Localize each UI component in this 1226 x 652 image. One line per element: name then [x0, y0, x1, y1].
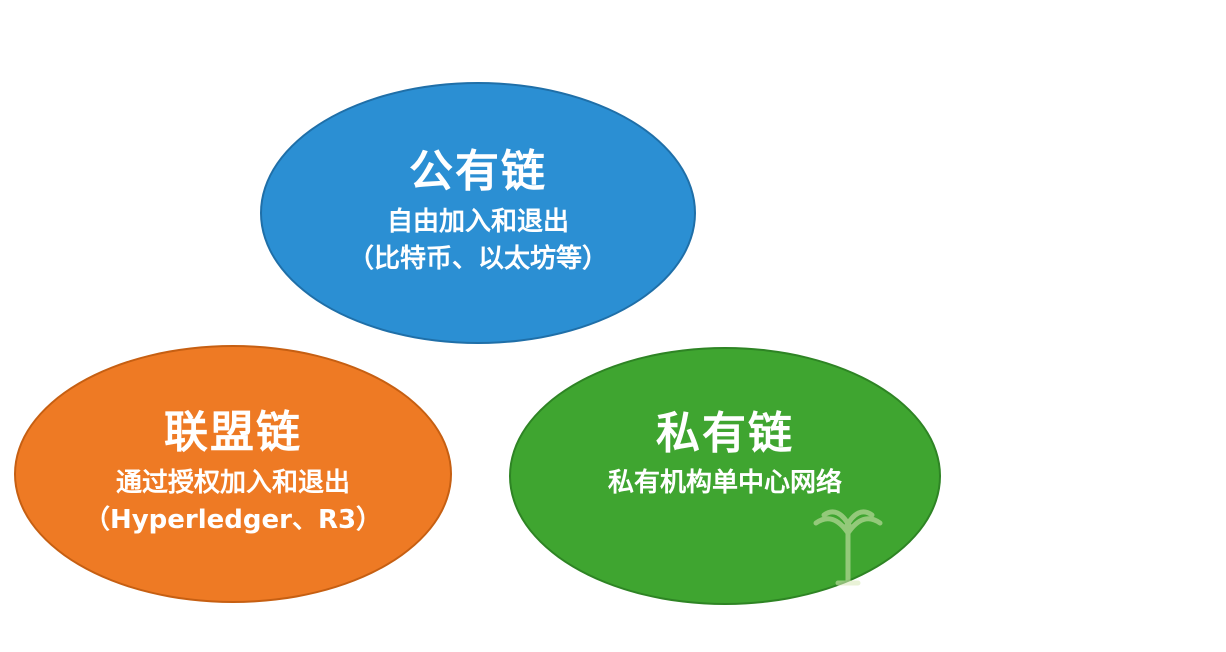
- public-chain-examples: （比特币、以太坊等）: [347, 244, 608, 275]
- consortium-chain-description: 通过授权加入和退出: [115, 467, 350, 498]
- consortium-chain-examples: （Hyperledger、R3）: [83, 505, 383, 536]
- public-chain-node: 公有链 自由加入和退出 （比特币、以太坊等）: [260, 82, 696, 344]
- consortium-chain-title: 联盟链: [164, 407, 302, 459]
- public-chain-description: 自由加入和退出: [386, 206, 569, 237]
- private-chain-node: 私有链 私有机构单中心网络: [509, 347, 941, 605]
- tree-logo-icon: [813, 509, 883, 586]
- private-chain-title: 私有链: [656, 407, 794, 459]
- public-chain-title: 公有链: [409, 146, 547, 198]
- private-chain-description: 私有机构单中心网络: [607, 468, 842, 499]
- consortium-chain-node: 联盟链 通过授权加入和退出 （Hyperledger、R3）: [14, 345, 452, 603]
